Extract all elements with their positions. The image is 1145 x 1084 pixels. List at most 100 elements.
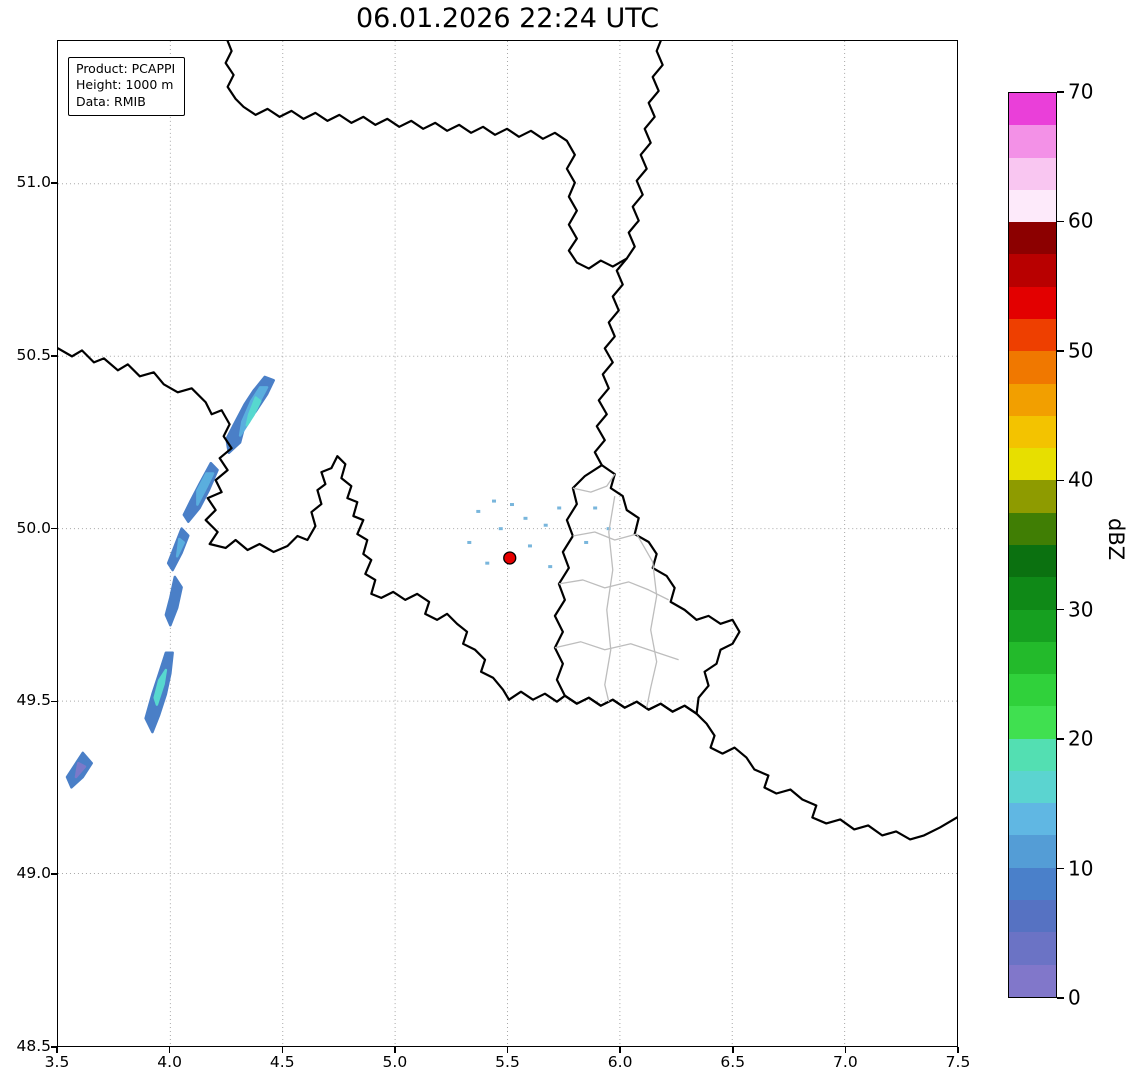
radar-site-marker bbox=[503, 551, 517, 565]
product-label: Product: PCAPPI bbox=[76, 61, 176, 76]
district-border bbox=[554, 641, 679, 661]
colorbar-segment bbox=[1009, 577, 1056, 610]
echo-speck bbox=[527, 544, 532, 548]
colorbar-segment bbox=[1009, 770, 1056, 804]
x-tick-mark bbox=[168, 1047, 171, 1053]
colorbar-segment bbox=[1009, 383, 1056, 416]
colorbar-tick-label: 20 bbox=[1068, 726, 1094, 751]
y-tick-mark bbox=[51, 182, 57, 184]
y-tick-label: 50.0 bbox=[16, 518, 51, 537]
radar-echoes bbox=[65, 375, 611, 789]
echo-cluster bbox=[153, 668, 168, 706]
y-tick-label: 48.5 bbox=[16, 1037, 51, 1056]
y-tick-mark bbox=[51, 873, 57, 875]
colorbar-tick-mark bbox=[1057, 350, 1064, 352]
x-tick-mark bbox=[506, 1047, 509, 1053]
echo-speck bbox=[492, 499, 497, 503]
colorbar-tick-mark bbox=[1057, 91, 1064, 93]
x-tick-label: 4.5 bbox=[269, 1053, 295, 1071]
echo-speck bbox=[584, 540, 589, 544]
border-belgium-germany bbox=[593, 41, 664, 467]
echo-cluster bbox=[164, 575, 183, 627]
colorbar-segment bbox=[1009, 674, 1056, 707]
colorbar bbox=[1008, 92, 1057, 998]
colorbar-tick-mark bbox=[1057, 479, 1064, 482]
luxembourg-districts bbox=[554, 473, 679, 708]
colorbar-tick-label: 40 bbox=[1068, 467, 1094, 492]
x-tick-label: 4.0 bbox=[157, 1053, 182, 1071]
x-tick-mark bbox=[619, 1047, 621, 1053]
echo-cluster bbox=[196, 472, 215, 506]
colorbar-unit-label: dBZ bbox=[1104, 518, 1128, 561]
colorbar-tick-mark bbox=[1057, 220, 1064, 223]
colorbar-segment bbox=[1009, 254, 1056, 287]
y-tick-label: 50.5 bbox=[16, 345, 51, 364]
colorbar-tick-label: 10 bbox=[1068, 856, 1094, 881]
y-tick-mark bbox=[51, 700, 57, 703]
colorbar-segment bbox=[1009, 93, 1056, 126]
x-tick-label: 5.5 bbox=[495, 1053, 520, 1071]
colorbar-segment bbox=[1009, 706, 1056, 739]
colorbar-segment bbox=[1009, 157, 1056, 190]
map-axes: Product: PCAPPI Height: 1000 m Data: RMI… bbox=[57, 40, 958, 1047]
colorbar-tick-mark bbox=[1057, 867, 1064, 870]
colorbar-segment bbox=[1009, 125, 1056, 158]
x-tick-label: 3.5 bbox=[44, 1053, 70, 1071]
colorbar-segment bbox=[1009, 222, 1056, 255]
y-tick-label: 51.0 bbox=[16, 173, 51, 192]
x-tick-label: 6.0 bbox=[607, 1053, 633, 1071]
district-border bbox=[572, 473, 616, 493]
colorbar-segment bbox=[1009, 480, 1056, 513]
border-france-belgium bbox=[58, 347, 511, 701]
y-tick-label: 49.0 bbox=[16, 864, 51, 883]
colorbar-segment bbox=[1009, 415, 1056, 449]
colorbar-tick-mark bbox=[1057, 997, 1064, 999]
colorbar-segment bbox=[1009, 318, 1056, 352]
country-borders bbox=[58, 41, 957, 841]
y-tick-mark bbox=[51, 527, 57, 530]
district-border bbox=[646, 561, 658, 708]
colorbar-segment bbox=[1009, 738, 1056, 771]
colorbar-segment bbox=[1009, 641, 1056, 675]
y-tick-label: 49.5 bbox=[16, 691, 51, 710]
echo-speck bbox=[606, 527, 611, 531]
colorbar-tick-label: 60 bbox=[1068, 208, 1094, 233]
echo-cluster bbox=[175, 537, 186, 558]
echo-speck bbox=[476, 509, 481, 513]
colorbar-segment bbox=[1009, 964, 1056, 997]
echo-speck bbox=[485, 561, 490, 565]
colorbar-tick-label: 30 bbox=[1068, 597, 1094, 622]
echo-speck bbox=[498, 527, 503, 531]
echo-speck bbox=[557, 506, 562, 510]
colorbar-tick-mark bbox=[1057, 608, 1064, 611]
colorbar-segment bbox=[1009, 544, 1056, 578]
colorbar-tick-mark bbox=[1057, 738, 1064, 740]
product-info-box: Product: PCAPPI Height: 1000 m Data: RMI… bbox=[68, 57, 186, 116]
echo-speck bbox=[467, 540, 472, 544]
colorbar-segment bbox=[1009, 803, 1056, 836]
colorbar-segment bbox=[1009, 867, 1056, 901]
echo-cluster bbox=[74, 761, 87, 779]
x-tick-mark bbox=[394, 1047, 396, 1053]
colorbar-segment bbox=[1009, 932, 1056, 965]
border-belgium-netherlands bbox=[224, 41, 628, 270]
colorbar-segment bbox=[1009, 351, 1056, 384]
x-tick-mark bbox=[957, 1047, 959, 1053]
gridlines bbox=[58, 41, 957, 1046]
radar-site-marker-layer bbox=[503, 551, 517, 565]
colorbar-segment bbox=[1009, 448, 1056, 481]
x-tick-mark bbox=[56, 1047, 58, 1053]
data-source-label: Data: RMIB bbox=[76, 93, 146, 109]
colorbar-segment bbox=[1009, 609, 1056, 642]
colorbar-tick-label: 70 bbox=[1068, 79, 1094, 104]
district-border bbox=[572, 531, 654, 563]
colorbar-segment bbox=[1009, 900, 1056, 933]
border-luxembourg bbox=[553, 464, 741, 715]
echo-speck bbox=[543, 523, 548, 527]
height-label: Height: 1000 m bbox=[76, 77, 174, 93]
x-tick-label: 5.0 bbox=[382, 1053, 408, 1071]
colorbar-segment bbox=[1009, 189, 1056, 223]
district-border bbox=[558, 579, 669, 601]
x-tick-label: 7.0 bbox=[833, 1053, 858, 1071]
